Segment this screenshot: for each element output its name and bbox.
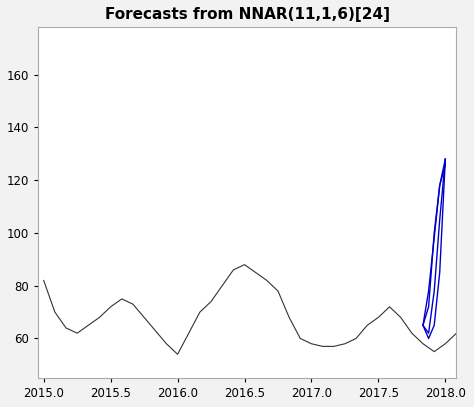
Title: Forecasts from NNAR(11,1,6)[24]: Forecasts from NNAR(11,1,6)[24]	[105, 7, 390, 22]
